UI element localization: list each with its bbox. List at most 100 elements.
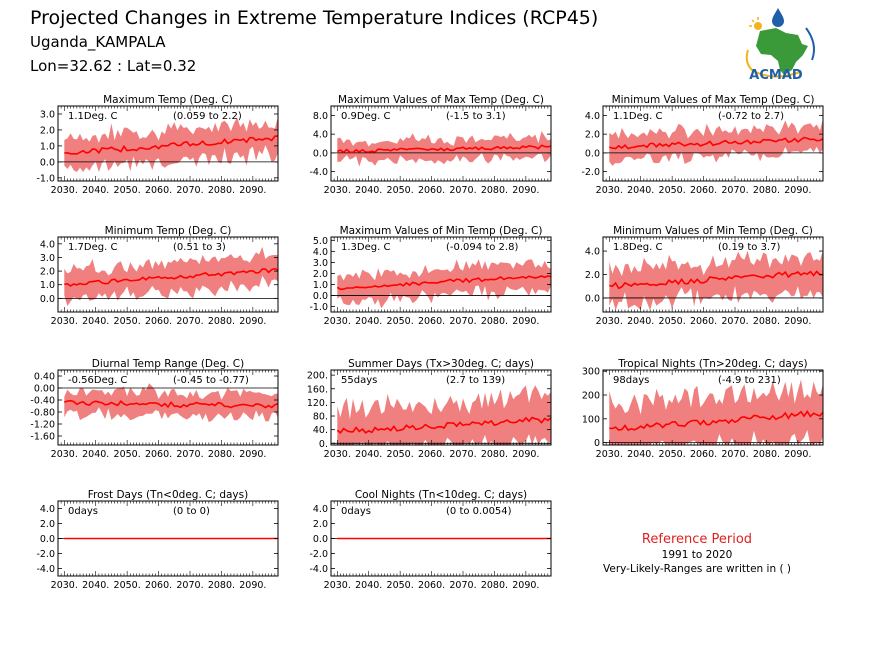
panel-3: 4.0 2.0 0.0 -2.0 2030. 2040. 2050. 2060. 2070. 20…	[581, 94, 824, 196]
y-tick-label: -2.0	[36, 549, 55, 560]
x-tick-label: 2090.	[512, 580, 539, 591]
x-tick-label: 2070.	[449, 316, 476, 327]
x-tick-label: 2050.	[114, 580, 141, 591]
x-tick-label: 2030.	[596, 449, 623, 460]
range-band	[609, 250, 823, 311]
y-tick-label: 3.0	[40, 109, 55, 120]
x-tick-label: 2030.	[324, 449, 351, 460]
x-tick-label: 2060.	[145, 185, 172, 196]
panel-8: 200. 160. 120. 80. 40. 0.2030. 2040. 2050. 2060.…	[307, 358, 552, 460]
sun-icon	[749, 17, 762, 30]
x-tick-label: 2030.	[596, 185, 623, 196]
range-label: (-1.5 to 3.1)	[446, 111, 506, 122]
y-tick-label: 0.	[319, 439, 328, 450]
y-tick-label: -1.20	[30, 420, 55, 431]
y-tick-label: -4.0	[309, 167, 328, 178]
y-tick-label: 4.0	[585, 247, 600, 258]
y-tick-label: 2.0	[313, 269, 328, 280]
x-tick-label: 2090.	[239, 185, 266, 196]
range-label: (0.19 to 3.7)	[718, 242, 780, 253]
x-tick-label: 2080.	[481, 449, 508, 460]
y-tick-label: -4.0	[309, 564, 328, 575]
x-tick-label: 2090.	[512, 185, 539, 196]
y-tick-label: 0.40	[34, 372, 55, 383]
x-tick-label: 2040.	[82, 316, 109, 327]
x-tick-label: 2050.	[387, 580, 414, 591]
y-tick-label: 1.0	[313, 280, 328, 291]
acmad-logo: ACMAD	[745, 8, 815, 83]
x-tick-label: 2040.	[627, 185, 654, 196]
y-tick-label: 0.0	[585, 293, 600, 304]
x-tick-label: 2050.	[659, 185, 686, 196]
panel-7: 0.400.00-0.40-0.80-1.20-1.60 2030. 2040. 20…	[30, 358, 279, 460]
africa-map-icon	[745, 27, 815, 78]
x-tick-label: 2070.	[721, 185, 748, 196]
x-tick-label: 2090.	[512, 449, 539, 460]
panel-title: Maximum Values of Min Temp (Deg. C)	[340, 225, 543, 237]
panel-4: 4.0 3.0 2.0 1.0 0.0 2030. 2040. 2050. 2060. 2070.…	[40, 225, 279, 327]
x-tick-label: 2060.	[145, 316, 172, 327]
x-tick-label: 2070.	[449, 580, 476, 591]
reference-period-years: 1991 to 2020	[662, 549, 733, 561]
x-tick-label: 2030.	[596, 316, 623, 327]
x-tick-label: 2080.	[481, 316, 508, 327]
panel-title: Minimum Temp (Deg. C)	[105, 225, 232, 237]
x-tick-label: 2060.	[418, 316, 445, 327]
x-tick-label: 2070.	[721, 316, 748, 327]
water-drop-icon	[772, 8, 784, 27]
y-tick-label: -2.0	[581, 167, 600, 178]
panel-6: 4.0 2.0 0.0 2030. 2040. 2050. 2060. 2070. 2080. 2…	[585, 225, 824, 327]
y-tick-label: 2.0	[585, 130, 600, 141]
y-tick-label: 2.0	[585, 270, 600, 281]
mean-line	[336, 144, 552, 154]
x-tick-label: 2040.	[355, 449, 382, 460]
value-label: 0days	[341, 506, 371, 517]
y-tick-label: -1.60	[30, 432, 55, 443]
range-band	[337, 385, 551, 445]
y-tick-label: 5.0	[313, 236, 328, 247]
range-band	[64, 246, 278, 307]
y-tick-label: 200	[582, 391, 600, 402]
mean-line	[336, 416, 552, 434]
panel-11: 4.0 2.0 0.0 -2.0 -4.0 2030. 2040. 2050. 2060. 207…	[309, 489, 552, 591]
x-tick-label: 2030.	[324, 185, 351, 196]
x-tick-label: 2060.	[418, 185, 445, 196]
panel-title: Maximum Temp (Deg. C)	[103, 94, 233, 106]
x-tick-label: 2060.	[690, 449, 717, 460]
range-label: (-0.72 to 2.7)	[718, 111, 784, 122]
x-tick-label: 2080.	[208, 449, 235, 460]
x-tick-label: 2030.	[51, 580, 78, 591]
x-tick-label: 2040.	[627, 316, 654, 327]
x-tick-label: 2080.	[208, 580, 235, 591]
x-tick-label: 2060.	[418, 449, 445, 460]
x-tick-label: 2040.	[627, 449, 654, 460]
y-tick-label: 0.0	[40, 294, 55, 305]
panel-title: Diurnal Temp Range (Deg. C)	[92, 358, 244, 370]
x-tick-label: 2030.	[51, 449, 78, 460]
y-tick-label: -1.0	[309, 302, 328, 313]
mean-line	[609, 270, 824, 290]
x-tick-label: 2080.	[753, 185, 780, 196]
y-tick-label: 4.0	[313, 247, 328, 258]
value-label: 1.7Deg. C	[68, 242, 117, 253]
x-tick-label: 2050.	[114, 449, 141, 460]
y-tick-label: 0.0	[313, 534, 328, 545]
y-tick-label: 100	[582, 414, 600, 425]
y-tick-label: -0.40	[30, 396, 55, 407]
y-tick-label: 0.0	[313, 148, 328, 159]
y-tick-label: 0.0	[40, 534, 55, 545]
y-tick-label: 2.0	[40, 267, 55, 278]
range-band	[609, 379, 823, 445]
x-tick-label: 2090.	[784, 316, 811, 327]
x-tick-label: 2080.	[208, 316, 235, 327]
x-tick-label: 2050.	[387, 449, 414, 460]
y-tick-label: 80.	[313, 412, 328, 423]
value-label: 98days	[613, 375, 649, 386]
y-tick-label: -2.0	[309, 549, 328, 560]
panel-title: Minimum Values of Max Temp (Deg. C)	[612, 94, 815, 106]
y-tick-label: 1.0	[40, 141, 55, 152]
x-tick-label: 2050.	[387, 316, 414, 327]
